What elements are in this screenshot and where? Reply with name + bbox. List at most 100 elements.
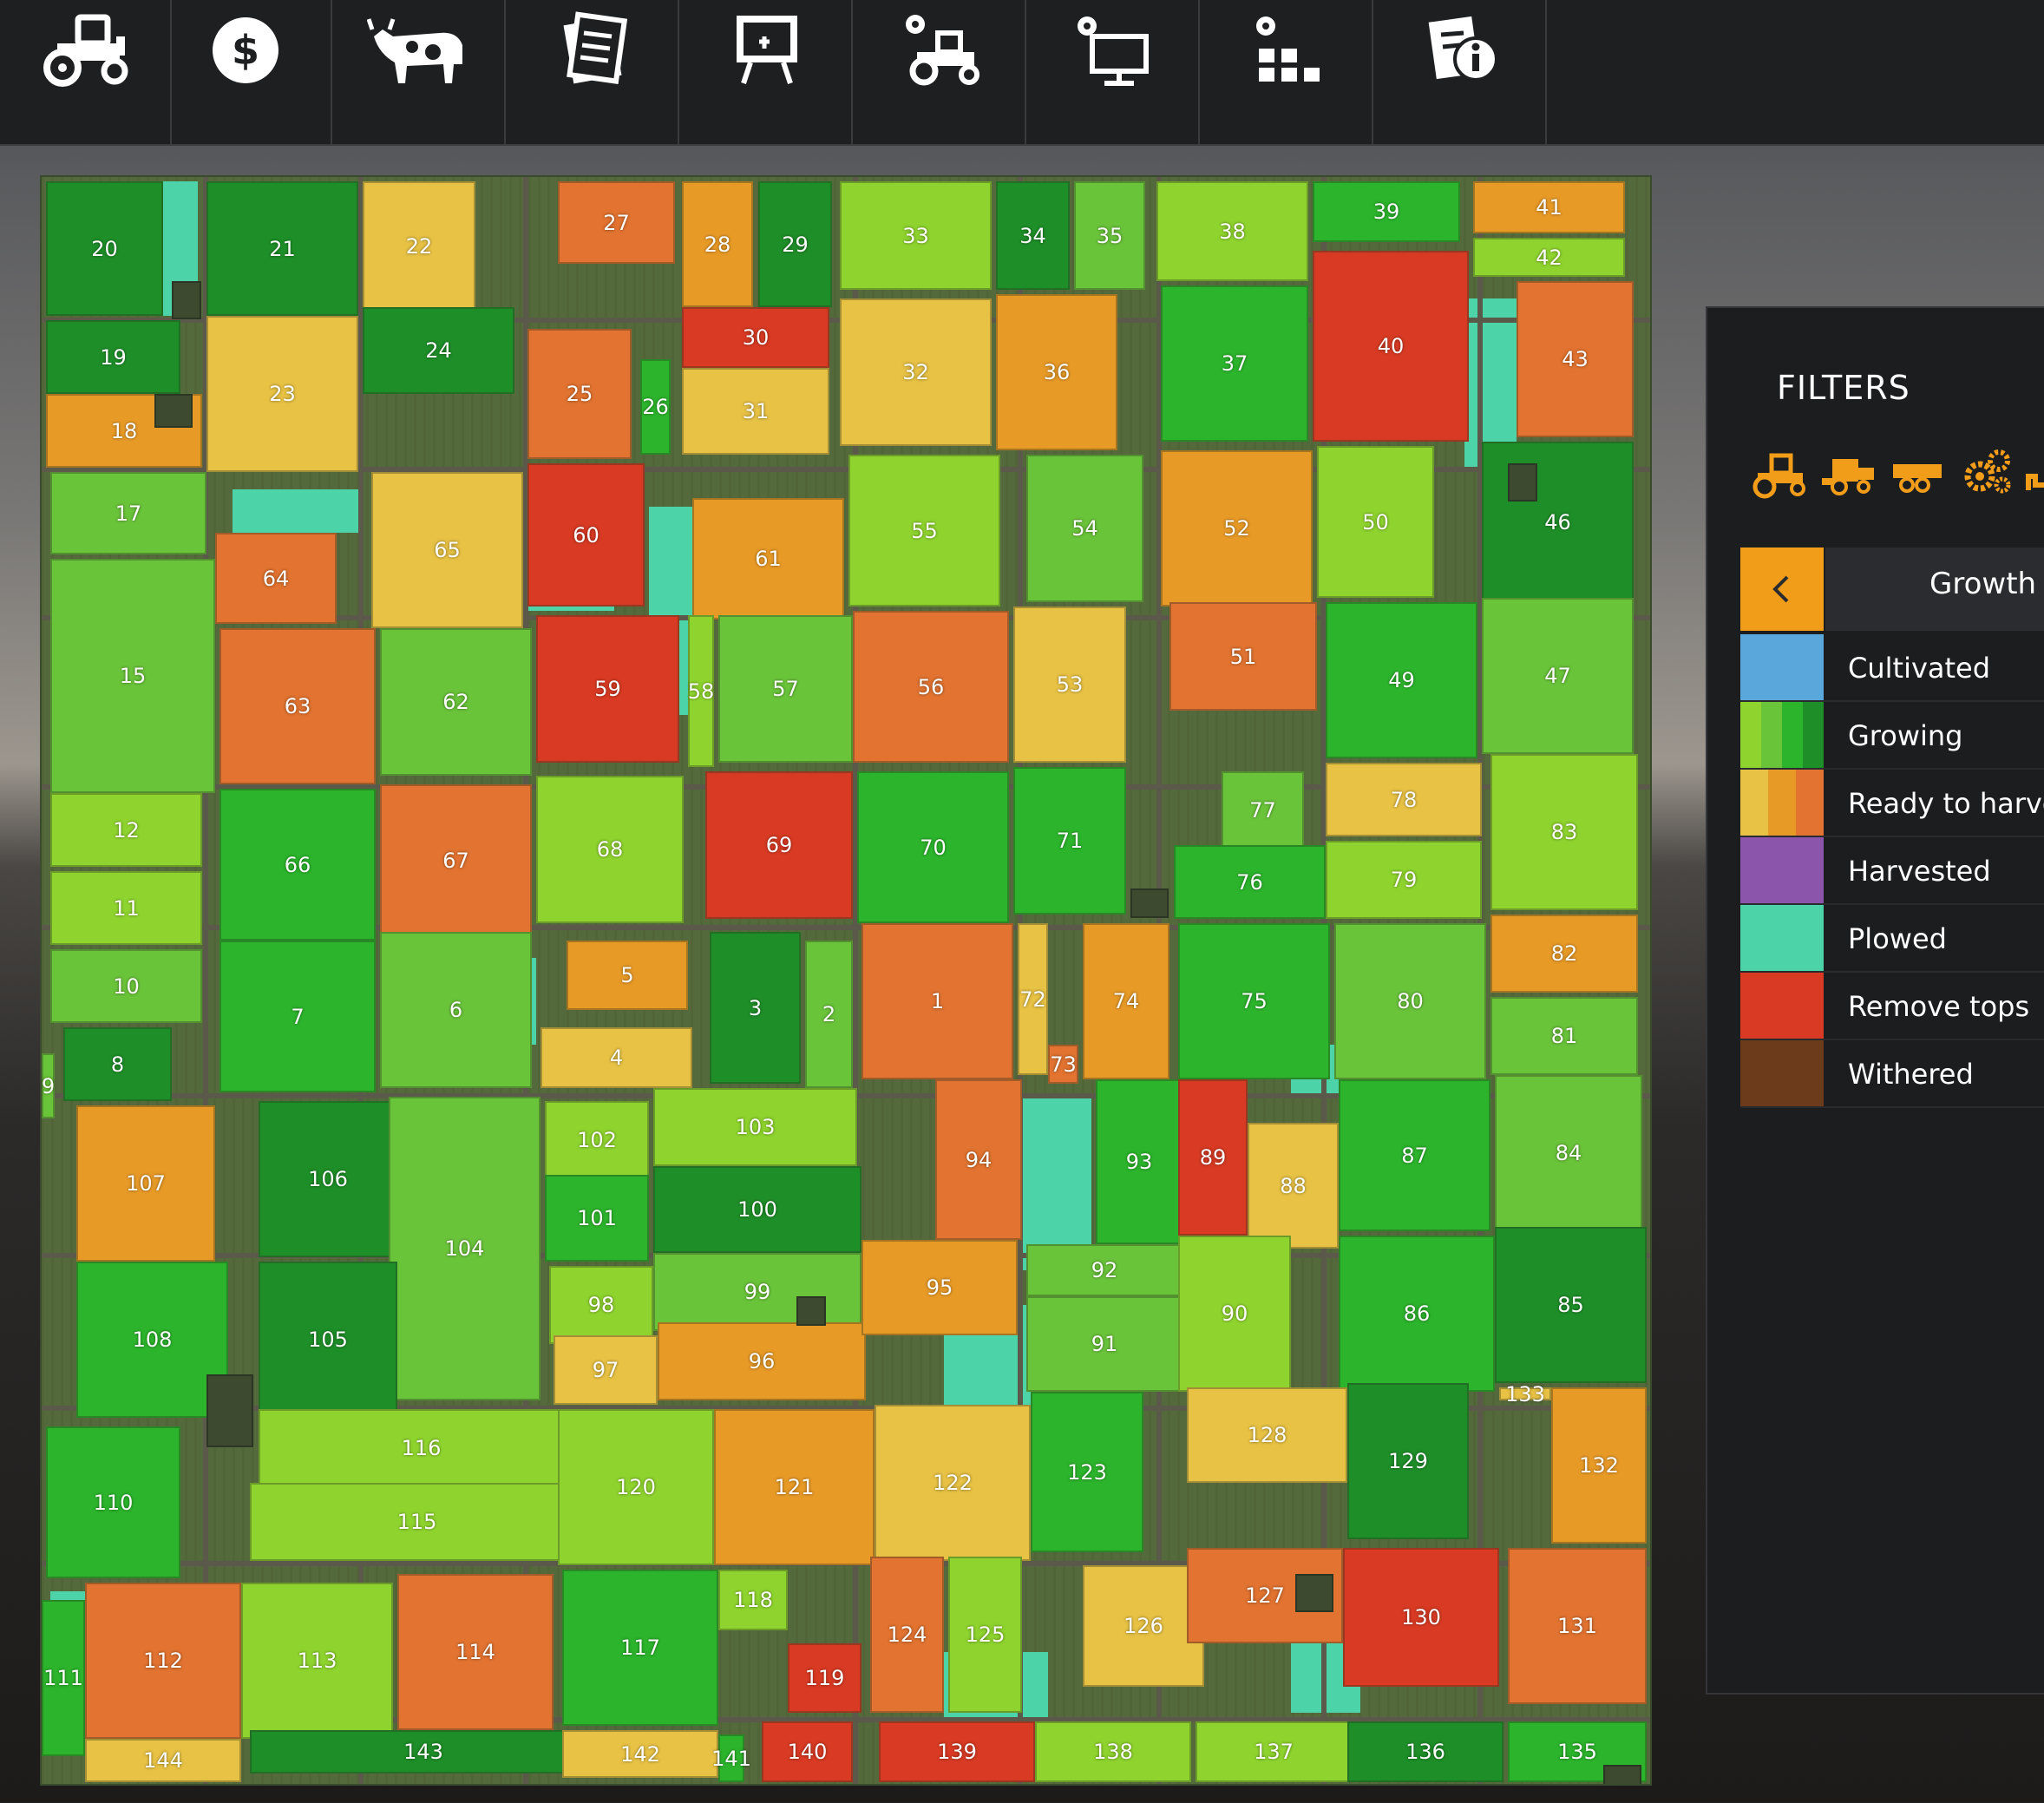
field-33[interactable]: 33 [840,181,992,290]
field-46[interactable]: 46 [1482,442,1634,602]
field-112[interactable]: 112 [85,1583,241,1739]
field-117[interactable]: 117 [562,1570,718,1726]
legend-item-ready-to-harvest[interactable]: Ready to harvest [1740,770,2044,837]
legend-item-cultivated[interactable]: Cultivated [1740,634,2044,702]
field-80[interactable]: 80 [1334,923,1486,1079]
field-98[interactable]: 98 [549,1266,653,1344]
field-136[interactable]: 136 [1347,1721,1504,1782]
field-138[interactable]: 138 [1035,1721,1191,1782]
field-144[interactable]: 144 [85,1739,241,1782]
field-139[interactable]: 139 [879,1721,1035,1782]
field-90[interactable]: 90 [1178,1236,1291,1392]
field-115[interactable]: 115 [250,1483,584,1561]
tab-contracts[interactable] [508,0,679,144]
field-116[interactable]: 116 [259,1409,584,1487]
field-39[interactable]: 39 [1313,181,1460,242]
field-32[interactable]: 32 [840,298,992,446]
tab-vehicles[interactable] [0,0,172,144]
field-123[interactable]: 123 [1031,1392,1143,1552]
legend-item-harvested[interactable]: Harvested [1740,837,2044,905]
field-108[interactable]: 108 [76,1262,228,1418]
field-103[interactable]: 103 [653,1088,857,1166]
field-83[interactable]: 83 [1490,754,1638,910]
field-9[interactable]: 9 [42,1053,55,1118]
field-137[interactable]: 137 [1196,1721,1352,1782]
field-38[interactable]: 38 [1156,181,1308,281]
field-15[interactable]: 15 [50,559,215,793]
trailer-icon[interactable] [1890,447,1947,499]
field-57[interactable]: 57 [718,615,853,763]
field-35[interactable]: 35 [1074,181,1145,290]
field-40[interactable]: 40 [1313,251,1469,442]
field-62[interactable]: 62 [380,628,532,776]
field-27[interactable]: 27 [558,181,675,264]
field-124[interactable]: 124 [870,1557,944,1713]
field-42[interactable]: 42 [1473,238,1625,277]
field-25[interactable]: 25 [527,329,632,459]
field-12[interactable]: 12 [50,793,202,867]
field-72[interactable]: 72 [1018,923,1048,1075]
field-101[interactable]: 101 [545,1175,649,1262]
field-5[interactable]: 5 [567,941,688,1010]
field-125[interactable]: 125 [948,1557,1022,1713]
field-54[interactable]: 54 [1026,455,1143,602]
field-88[interactable]: 88 [1248,1123,1339,1249]
field-26[interactable]: 26 [640,359,671,455]
field-66[interactable]: 66 [219,789,376,941]
field-53[interactable]: 53 [1013,606,1126,763]
legend-item-growing[interactable]: Growing [1740,702,2044,770]
field-56[interactable]: 56 [853,611,1009,763]
field-132[interactable]: 132 [1551,1387,1647,1544]
tab-tutorial[interactable] [681,0,853,144]
field-47[interactable]: 47 [1482,598,1634,754]
field-120[interactable]: 120 [558,1409,714,1565]
harvester-icon[interactable] [1820,447,1877,499]
field-11[interactable]: 11 [50,871,202,945]
field-129[interactable]: 129 [1347,1383,1469,1539]
field-78[interactable]: 78 [1326,763,1482,836]
field-19[interactable]: 19 [46,320,180,394]
field-141[interactable]: 141 [711,1734,751,1782]
field-8[interactable]: 8 [63,1027,172,1101]
field-65[interactable]: 65 [371,472,523,628]
field-92[interactable]: 92 [1026,1244,1183,1296]
field-142[interactable]: 142 [562,1730,718,1778]
field-55[interactable]: 55 [848,455,1000,606]
field-105[interactable]: 105 [259,1262,397,1418]
field-68[interactable]: 68 [536,776,684,923]
field-106[interactable]: 106 [259,1101,397,1257]
field-63[interactable]: 63 [219,628,376,784]
field-96[interactable]: 96 [658,1322,866,1400]
field-17[interactable]: 17 [50,472,206,554]
field-118[interactable]: 118 [718,1570,788,1630]
gears-icon[interactable] [1959,447,2016,499]
map-view[interactable]: 20 21 22 27 28 29 33 34 35 38 39 41 42 19 23 24 25 26 30 31… [40,175,1652,1786]
field-52[interactable]: 52 [1161,450,1313,606]
field-121[interactable]: 121 [714,1409,875,1565]
arrow-icon[interactable] [2025,447,2044,499]
field-7[interactable]: 7 [219,941,376,1092]
field-31[interactable]: 31 [682,368,829,455]
field-2[interactable]: 2 [805,941,853,1088]
field-1[interactable]: 1 [861,923,1013,1079]
field-22[interactable]: 22 [363,181,475,311]
field-84[interactable]: 84 [1495,1075,1642,1231]
field-77[interactable]: 77 [1222,771,1304,849]
field-34[interactable]: 34 [996,181,1070,290]
field-76[interactable]: 76 [1174,845,1326,919]
field-29[interactable]: 29 [758,181,832,307]
field-49[interactable]: 49 [1326,602,1477,758]
field-110[interactable]: 110 [46,1426,180,1578]
field-119[interactable]: 119 [788,1643,861,1713]
growth-category[interactable]: Growth [1825,547,2044,631]
legend-item-plowed[interactable]: Plowed [1740,905,2044,973]
field-89[interactable]: 89 [1178,1079,1248,1236]
field-58[interactable]: 58 [688,615,714,767]
field-91[interactable]: 91 [1026,1296,1183,1392]
back-button[interactable] [1740,547,1824,631]
field-81[interactable]: 81 [1490,997,1638,1075]
field-133[interactable]: 133 [1499,1382,1551,1406]
field-130[interactable]: 130 [1343,1548,1499,1687]
field-30[interactable]: 30 [682,307,829,368]
field-97[interactable]: 97 [554,1335,658,1405]
